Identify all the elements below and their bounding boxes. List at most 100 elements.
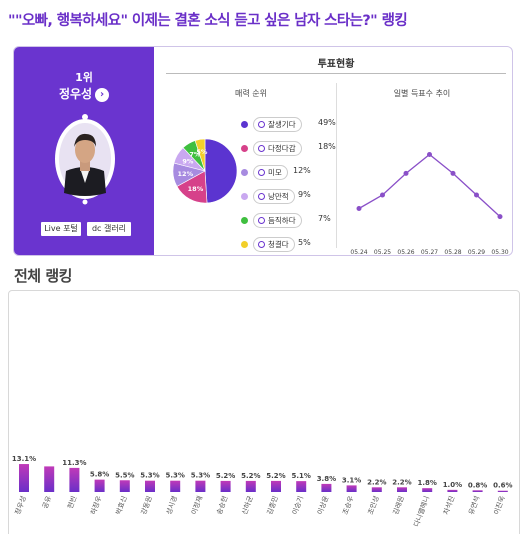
legend-item[interactable]: 잘생기다 49% — [241, 117, 341, 133]
ranking-name-label: 유연석 — [466, 495, 481, 516]
trend-point — [474, 192, 479, 198]
ranking-value-label: 2.2% — [367, 478, 386, 486]
ranking-bar[interactable] — [422, 488, 433, 492]
trend-point — [450, 170, 456, 176]
ranking-bar[interactable] — [245, 480, 256, 492]
pie-slice-label: 9% — [182, 157, 194, 165]
winner-rank: 1위 — [75, 71, 93, 84]
trend-date-label: 05.25 — [374, 249, 391, 256]
ranking-name-label: 김래원 — [391, 495, 406, 516]
ranking-value-label: 1.8% — [417, 479, 436, 487]
legend-label: 미모 — [253, 165, 288, 180]
ranking-name-label: 이상윤 — [315, 494, 330, 516]
trend-date-label: 05.26 — [397, 249, 414, 256]
ranking-bar-chart: 13.1% 정우성 공유 11.3% 현빈 5.8% 하정우 5.5% 박효신 5.3% 강동원 5.… — [12, 455, 513, 528]
vote-panel-divider — [336, 83, 337, 248]
dc-gallery-button[interactable]: dc 갤러리 — [87, 222, 131, 236]
ranking-bar[interactable] — [321, 483, 332, 492]
charm-pie-chart: 18% 12% 9%7%5% — [172, 138, 238, 204]
legend-percent: 12% — [293, 166, 311, 175]
ranking-value-label: 0.8% — [468, 481, 487, 489]
legend-item[interactable]: 미모 12% — [241, 165, 341, 181]
winner-name-row[interactable]: 정우성 › — [14, 85, 154, 102]
vote-status-title: 투표현황 — [317, 59, 355, 70]
ranking-bar[interactable] — [220, 480, 231, 492]
ranking-value-label: 2.2% — [392, 478, 411, 486]
legend-percent: 18% — [318, 142, 336, 151]
trend-line — [358, 153, 501, 218]
ranking-value-label: 5.3% — [165, 472, 184, 480]
ranking-value-label: 0.6% — [493, 482, 512, 490]
ranking-bar[interactable] — [271, 480, 281, 492]
legend-color-dot — [241, 241, 248, 248]
ranking-bar[interactable] — [145, 480, 155, 492]
winner-panel: 1위 정우성 › Live 포털 dc 갤러리 — [14, 47, 154, 255]
trend-point — [403, 170, 409, 176]
ranking-value-label: 11.3% — [62, 459, 86, 467]
ranking-bar[interactable] — [170, 480, 181, 492]
trend-point — [427, 152, 432, 157]
legend-label: 잘생기다 — [253, 117, 302, 132]
ranking-value-label: 5.2% — [266, 472, 285, 480]
ranking-value-label: 5.2% — [241, 472, 260, 480]
ranking-bar[interactable] — [195, 480, 206, 492]
pie-slice-label: 7% — [189, 150, 201, 158]
ranking-bar[interactable] — [497, 490, 508, 492]
ranking-bar[interactable] — [44, 466, 55, 492]
legend-percent: 9% — [298, 190, 311, 199]
ranking-name-label: 이정재 — [189, 495, 204, 516]
legend-item[interactable]: 청결다 5% — [241, 237, 341, 253]
ranking-value-label: 1.0% — [443, 481, 462, 489]
ranking-name-label: 정우성 — [13, 495, 28, 516]
ranking-bar[interactable] — [371, 487, 382, 492]
legend-item[interactable]: 듬직하다 7% — [241, 213, 341, 229]
pie-slice-6 — [194, 138, 206, 172]
pie-slice-1 — [204, 138, 238, 204]
vote-title-divider — [166, 73, 506, 74]
legend-color-dot — [241, 121, 248, 128]
ranking-name-label: 이진욱 — [492, 494, 507, 516]
ranking-value-label: 3.1% — [342, 476, 361, 484]
ranking-value-label: 13.1% — [12, 455, 36, 463]
ranking-bar[interactable] — [296, 481, 307, 492]
ranking-value-label: 3.8% — [317, 475, 336, 483]
legend-item[interactable]: 낭만적 9% — [241, 189, 341, 205]
ranking-name-label: 현빈 — [65, 495, 78, 510]
legend-color-dot — [241, 169, 248, 176]
ranking-section-title: 전체 랭킹 — [14, 267, 72, 285]
trend-point — [380, 192, 385, 198]
ranking-value-label: 5.8% — [90, 471, 109, 479]
ranking-bar[interactable] — [472, 490, 483, 492]
ranking-name-label: 성시경 — [164, 495, 179, 516]
ranking-name-label: 조승우 — [341, 494, 355, 515]
winner-name: 정우성 — [58, 87, 93, 101]
ranking-bar[interactable] — [94, 479, 105, 492]
ranking-bar[interactable] — [69, 467, 80, 492]
arrow-right-icon[interactable]: › — [95, 88, 110, 102]
ranking-name-label: 공유 — [41, 494, 53, 509]
ranking-panel — [8, 290, 520, 534]
legend-label: 다정다감 — [253, 141, 302, 156]
trend-point — [356, 206, 362, 211]
ranking-value-label: 5.3% — [140, 472, 159, 480]
pie-slice-label: 12% — [178, 170, 194, 178]
trend-date-label: 05.29 — [468, 249, 485, 256]
ranking-bar[interactable] — [19, 464, 29, 492]
legend-percent: 7% — [318, 214, 331, 223]
pie-slice-label: 18% — [188, 185, 204, 193]
ranking-name-label: 이승기 — [290, 495, 305, 516]
legend-label: 낭만적 — [253, 189, 295, 204]
legend-label: 듬직하다 — [253, 213, 302, 228]
ranking-bar[interactable] — [447, 489, 458, 492]
ranking-bar[interactable] — [119, 480, 130, 492]
charm-rank-title: 매력 순위 — [235, 89, 267, 98]
daily-trend-title: 일별 득표수 추이 — [393, 89, 451, 98]
trend-date-label: 05.24 — [350, 249, 367, 256]
vote-card: 1위 정우성 › Live 포털 dc 갤러리 투표현황 매력 순위 일별 득표수… — [13, 46, 513, 256]
ranking-name-label: 다니엘헤니 — [412, 495, 431, 528]
live-portal-button[interactable]: Live 포털 — [41, 222, 81, 236]
trend-date-label: 05.28 — [444, 249, 461, 256]
ranking-bar[interactable] — [397, 487, 407, 492]
legend-item[interactable]: 다정다감 18% — [241, 141, 341, 157]
ranking-bar[interactable] — [346, 485, 357, 492]
